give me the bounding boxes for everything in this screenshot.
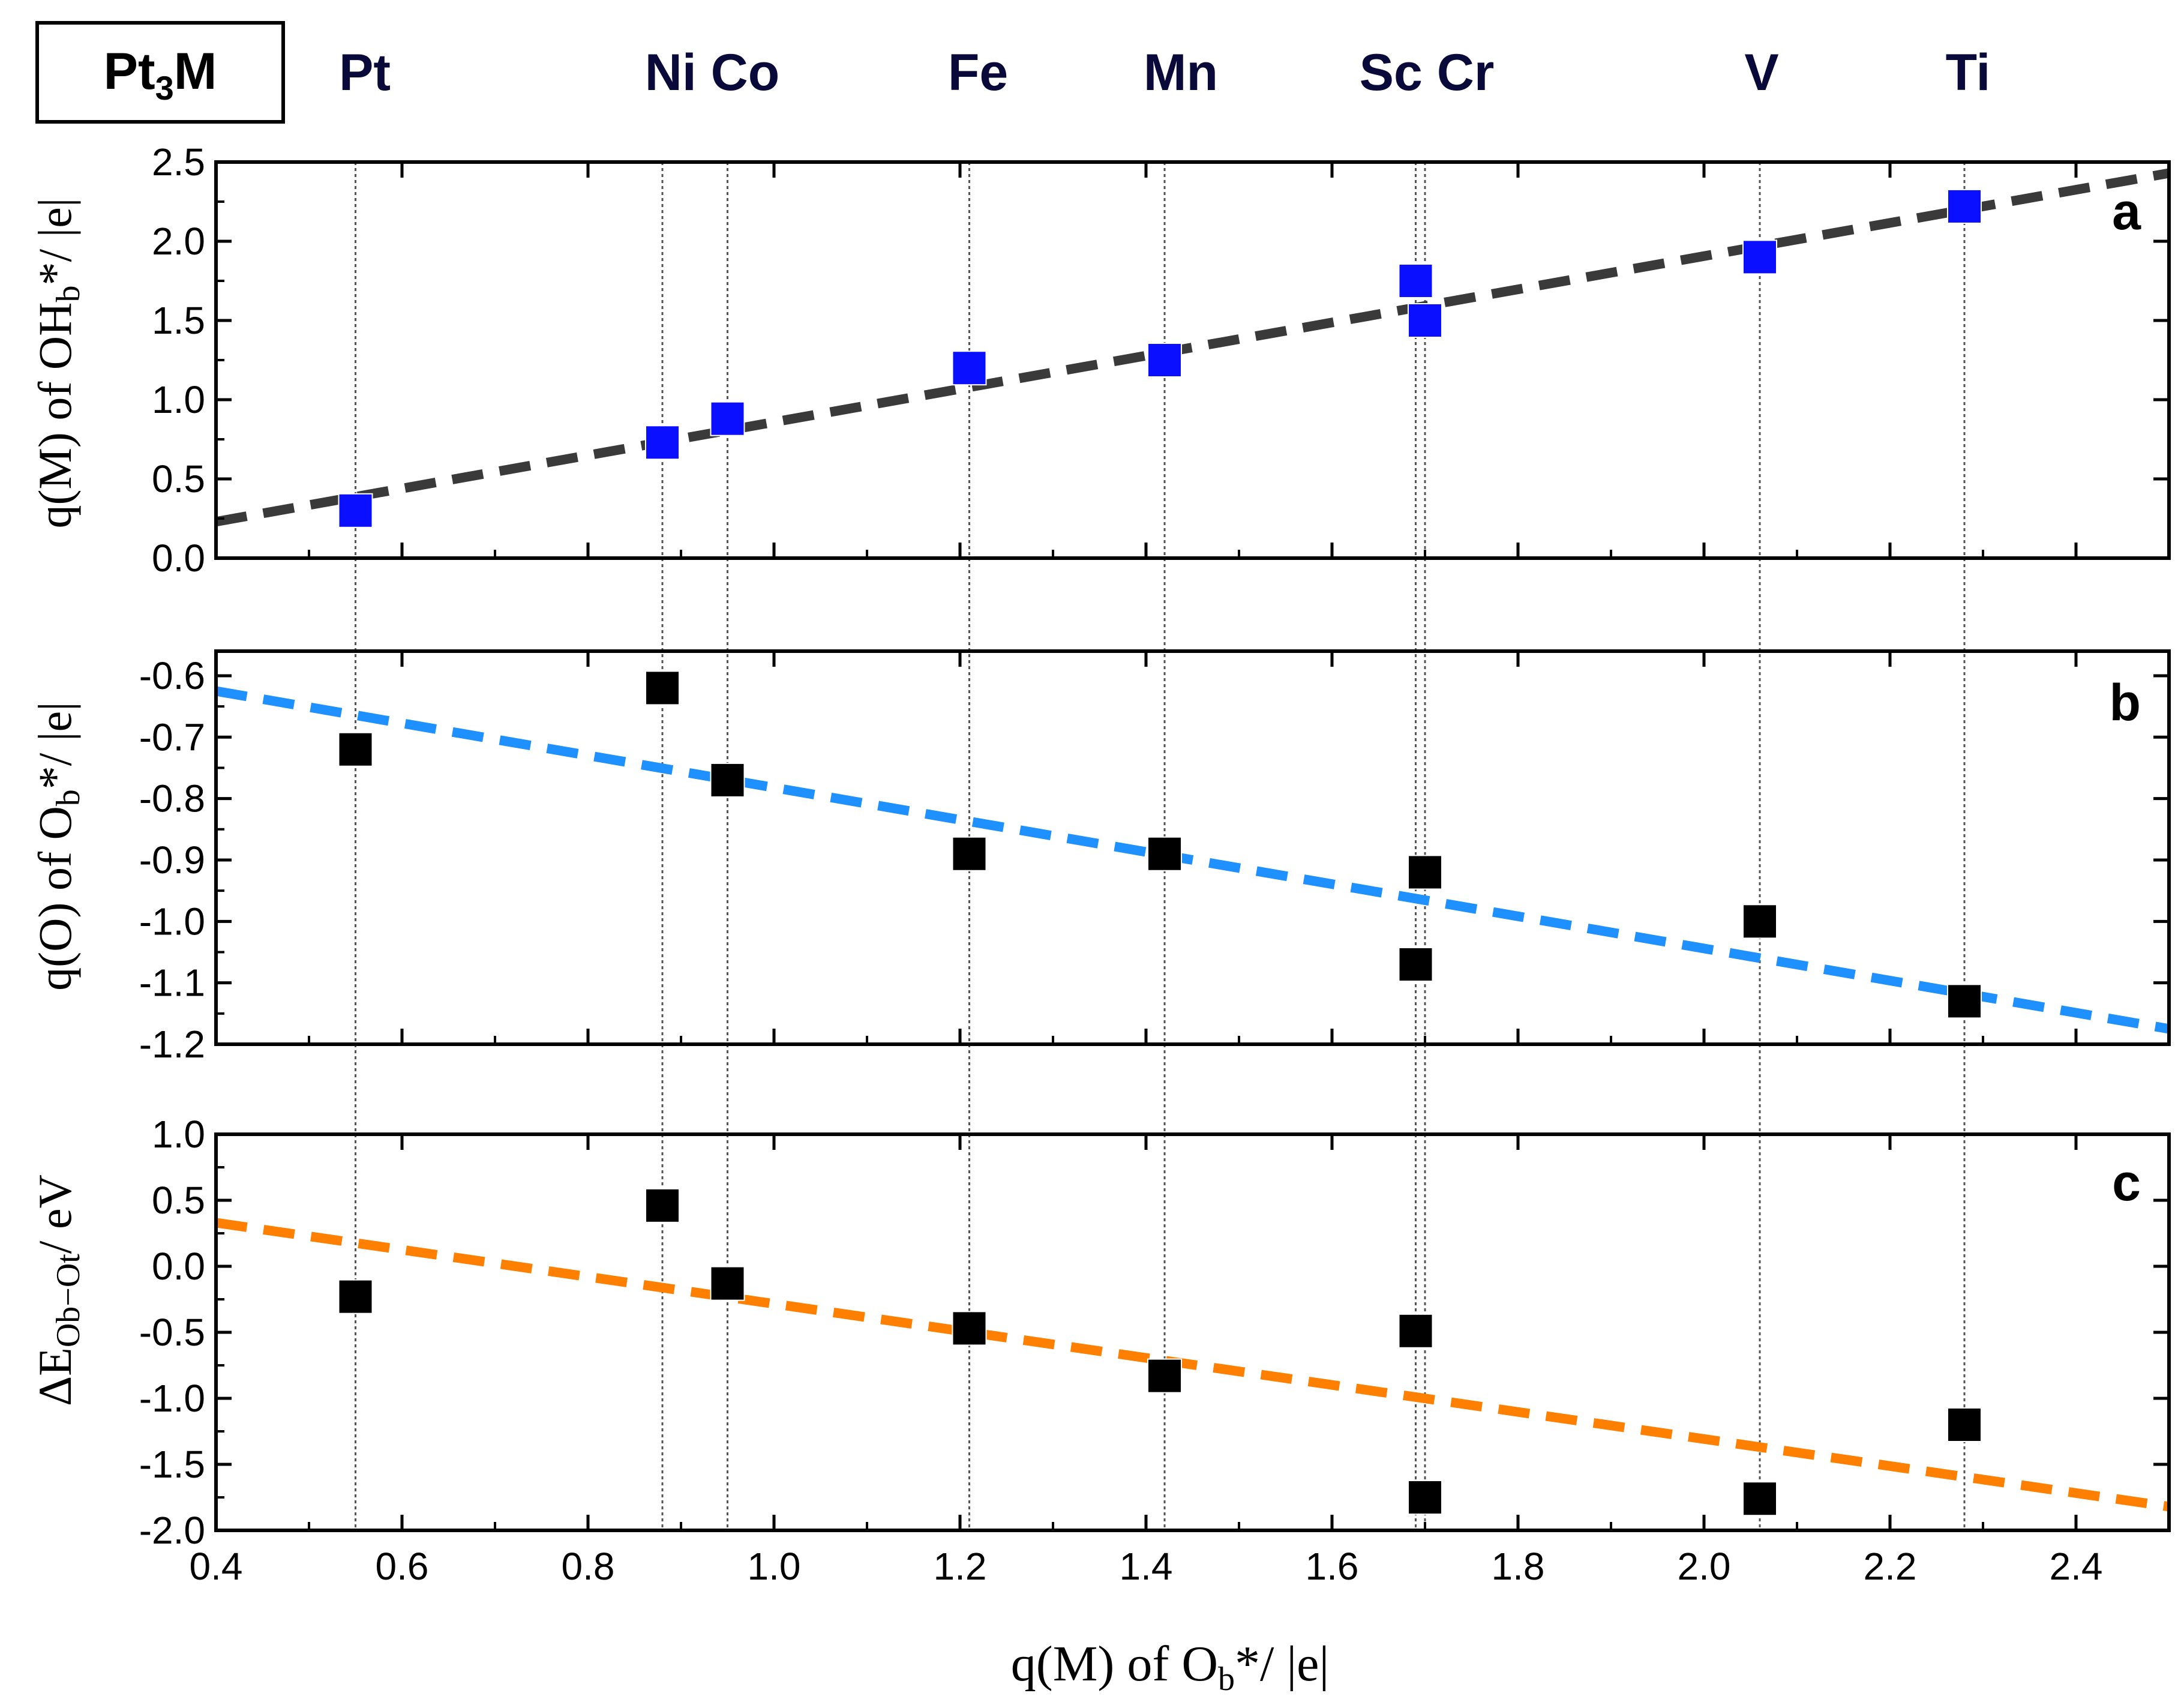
y-tick-label-a: 0.5 bbox=[152, 457, 205, 501]
point-a-ni bbox=[645, 425, 680, 460]
point-c-mn bbox=[1147, 1358, 1182, 1394]
element-label-ti: Ti bbox=[1946, 44, 1991, 101]
y-tick-label-a: 1.5 bbox=[152, 299, 205, 342]
point-a-sc bbox=[1398, 263, 1433, 298]
fit-line-c bbox=[215, 1218, 2170, 1512]
point-c-pt bbox=[338, 1279, 373, 1314]
y-tick-label-a: 0.0 bbox=[152, 537, 205, 580]
x-tick-label: 1.6 bbox=[1306, 1545, 1359, 1588]
x-axis-label: q(M) of Ob*/ |e| bbox=[1011, 1636, 1330, 1698]
panel-a: 0.0 0.5 1.0 1.5 2.0 2.5 a q(M) of OHb*/ |e| bbox=[29, 140, 2171, 580]
point-c-ti bbox=[1947, 1407, 1982, 1442]
y-tick-label-b: -0.6 bbox=[139, 654, 205, 697]
y-axis-label-c: ΔEOb−Ot/ eV bbox=[29, 1174, 87, 1406]
x-tick-label: 2.0 bbox=[1678, 1545, 1731, 1588]
point-a-cr bbox=[1408, 303, 1442, 338]
y-tick-label-a: 1.0 bbox=[152, 378, 205, 421]
element-label-sc-cr: Sc Cr bbox=[1360, 44, 1495, 101]
point-a-ti bbox=[1947, 188, 1982, 224]
x-tick-label: 0.8 bbox=[562, 1545, 615, 1588]
plot-frame-b bbox=[214, 649, 2171, 1046]
y-tick-label-a: 2.0 bbox=[152, 220, 205, 263]
y-tick-label-b: -0.9 bbox=[139, 838, 205, 882]
x-axis-ticks: 0.4 0.6 0.8 1.0 1.2 1.4 1.6 1.8 2.0 2.2 2.4 bbox=[190, 1545, 2103, 1588]
y-tick-label-b: -1.1 bbox=[139, 961, 205, 1005]
y-tick-label-b: -1.0 bbox=[139, 900, 205, 943]
point-c-sc bbox=[1398, 1313, 1433, 1349]
point-a-fe bbox=[952, 350, 987, 386]
panel-c: -2.0 -1.5 -1.0 -0.5 0.0 0.5 1.0 c ΔEOb−Ot/ eV bbox=[29, 1113, 2171, 1552]
point-c-cr bbox=[1408, 1480, 1442, 1515]
point-b-pt bbox=[338, 732, 373, 767]
point-c-ni bbox=[645, 1188, 680, 1223]
y-tick-label-c: -1.5 bbox=[139, 1443, 205, 1486]
x-tick-label: 2.4 bbox=[2050, 1545, 2103, 1588]
x-tick-label: 0.4 bbox=[190, 1545, 243, 1588]
point-b-v bbox=[1742, 904, 1777, 939]
panel-letter-a: a bbox=[2112, 183, 2141, 241]
x-tick-label: 0.6 bbox=[376, 1545, 429, 1588]
point-c-co bbox=[710, 1266, 745, 1301]
element-label-v: V bbox=[1744, 44, 1778, 101]
point-c-v bbox=[1742, 1481, 1777, 1517]
plot-frame-c bbox=[214, 1132, 2171, 1532]
x-tick-label: 1.0 bbox=[748, 1545, 801, 1588]
point-a-pt bbox=[338, 493, 373, 528]
point-b-ti bbox=[1947, 984, 1982, 1019]
element-label-ni-co: Ni Co bbox=[645, 44, 780, 101]
y-tick-label-c: 0.5 bbox=[152, 1179, 205, 1222]
element-label-fe: Fe bbox=[948, 44, 1008, 101]
element-label-pt: Pt bbox=[339, 44, 391, 101]
point-a-co bbox=[710, 401, 745, 436]
fit-line-b bbox=[215, 686, 2170, 1034]
fit-line-a bbox=[215, 168, 2170, 527]
y-tick-label-c: 1.0 bbox=[152, 1113, 205, 1156]
element-header: Pt Ni Co Fe Mn Sc Cr V Ti bbox=[339, 44, 1990, 101]
y-tick-label-b: -1.2 bbox=[139, 1023, 205, 1066]
x-tick-label: 1.4 bbox=[1120, 1545, 1173, 1588]
alloy-label: Pt3M bbox=[104, 43, 217, 107]
element-label-mn: Mn bbox=[1144, 44, 1218, 101]
panel-letter-b: b bbox=[2109, 674, 2141, 732]
point-b-fe bbox=[952, 836, 987, 871]
x-tick-label: 2.2 bbox=[1864, 1545, 1917, 1588]
y-tick-label-c: 0.0 bbox=[152, 1245, 205, 1288]
point-b-ni bbox=[645, 670, 680, 706]
y-axis-label-a: q(M) of OHb*/ |e| bbox=[29, 198, 87, 529]
point-a-v bbox=[1742, 239, 1777, 275]
point-a-mn bbox=[1147, 343, 1182, 377]
y-axis-label-b: q(O) of Ob*/ |e| bbox=[29, 702, 87, 991]
alloy-label-box: Pt3M bbox=[35, 21, 285, 124]
x-tick-label: 1.8 bbox=[1492, 1545, 1545, 1588]
y-tick-label-b: -0.8 bbox=[139, 777, 205, 820]
point-b-co bbox=[710, 762, 745, 798]
y-tick-label-a: 2.5 bbox=[152, 140, 205, 184]
y-tick-label-b: -0.7 bbox=[139, 715, 205, 759]
x-tick-label: 1.2 bbox=[934, 1545, 987, 1588]
y-tick-label-c: -1.0 bbox=[139, 1377, 205, 1420]
point-b-cr bbox=[1408, 855, 1442, 890]
point-b-sc bbox=[1398, 946, 1433, 982]
panel-letter-c: c bbox=[2112, 1154, 2141, 1212]
y-tick-label-c: -2.0 bbox=[139, 1509, 205, 1552]
point-b-mn bbox=[1147, 836, 1182, 871]
y-tick-label-c: -0.5 bbox=[139, 1311, 205, 1354]
point-c-fe bbox=[952, 1311, 987, 1346]
panel-b: -1.2 -1.1 -1.0 -0.9 -0.8 -0.7 -0.6 b q(O) of O… bbox=[29, 649, 2171, 1066]
